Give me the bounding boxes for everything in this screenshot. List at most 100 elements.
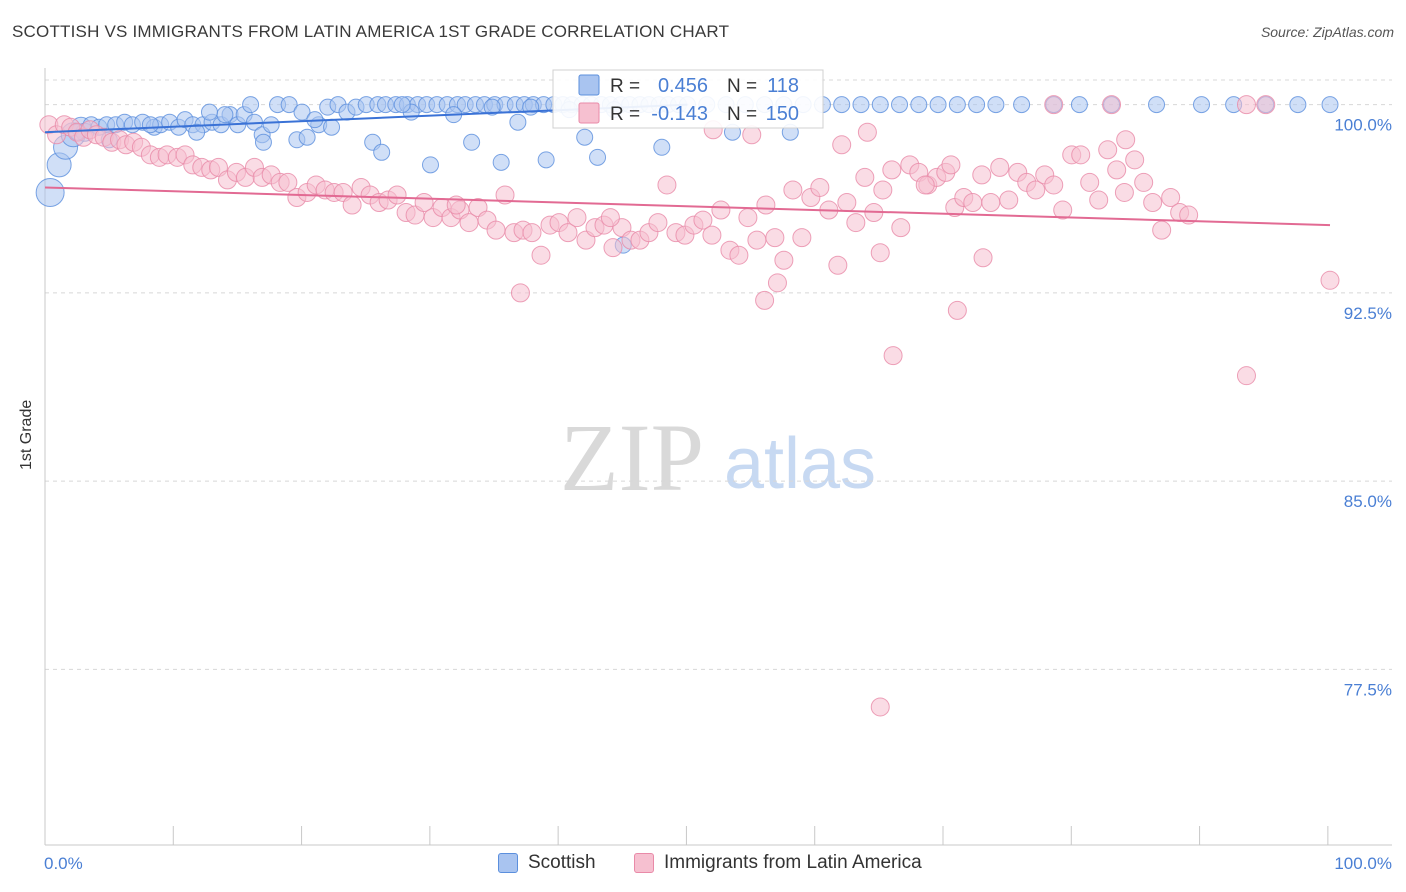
scottish-point bbox=[293, 103, 311, 121]
latin-america-point bbox=[1089, 190, 1109, 210]
latin-america-point bbox=[915, 175, 935, 195]
scottish-point bbox=[35, 177, 65, 207]
latin-america-point bbox=[747, 230, 767, 250]
latin-america-point bbox=[882, 160, 902, 180]
y-tick-label: 77.5% bbox=[1344, 680, 1392, 699]
scottish-point bbox=[422, 156, 439, 174]
latin-america-point bbox=[1044, 95, 1064, 115]
latin-america-point bbox=[1080, 172, 1100, 192]
y-tick-label: 100.0% bbox=[1334, 116, 1392, 135]
latin-america-trend-line bbox=[44, 186, 1331, 227]
latin-america-point bbox=[774, 250, 794, 270]
latin-america-point bbox=[765, 228, 785, 248]
latin-america-point bbox=[870, 697, 890, 717]
latin-america-point bbox=[941, 155, 961, 175]
latin-america-point bbox=[1152, 220, 1172, 240]
latin-america-point bbox=[278, 172, 298, 192]
latin-america-point bbox=[1116, 130, 1136, 150]
latin-america-point bbox=[1236, 95, 1256, 115]
latin-america-point bbox=[342, 195, 362, 215]
latin-america-point bbox=[891, 218, 911, 238]
stats-n-label: N = bbox=[727, 76, 757, 97]
latin-america-point bbox=[495, 185, 515, 205]
latin-america-point bbox=[883, 346, 903, 366]
scottish-point bbox=[522, 98, 540, 116]
scottish-point bbox=[463, 133, 481, 151]
latin-america-point bbox=[1053, 200, 1073, 220]
latin-america-point bbox=[828, 255, 848, 275]
latin-america-point bbox=[729, 245, 749, 265]
latin-america-point bbox=[981, 193, 1001, 213]
legend-label-latin-america: Immigrants from Latin America bbox=[664, 852, 922, 873]
latin-america-point bbox=[531, 245, 551, 265]
scottish-point bbox=[254, 133, 272, 151]
scottish-point bbox=[393, 96, 411, 114]
latin-america-point bbox=[711, 200, 731, 220]
scottish-point bbox=[373, 143, 391, 161]
x-tick-label: 0.0% bbox=[44, 854, 83, 873]
latin-america-point bbox=[600, 208, 620, 228]
latin-america-point bbox=[832, 135, 852, 155]
latin-america-point bbox=[1107, 160, 1127, 180]
stats-n-value: 118 bbox=[767, 75, 799, 97]
latin-america-point bbox=[755, 290, 775, 310]
legend-label-scottish: Scottish bbox=[528, 852, 596, 873]
scottish-point bbox=[968, 96, 986, 114]
scottish-point bbox=[298, 128, 316, 146]
latin-america-point bbox=[1161, 187, 1181, 207]
latin-america-point bbox=[1114, 182, 1134, 202]
scottish-point bbox=[1148, 96, 1166, 114]
scottish-point bbox=[188, 123, 206, 141]
latin-america-point bbox=[738, 208, 758, 228]
latin-america-point bbox=[1026, 180, 1046, 200]
latin-america-point bbox=[963, 193, 983, 213]
latin-america-point bbox=[558, 223, 578, 243]
latin-america-point bbox=[648, 213, 668, 233]
latin-america-point bbox=[810, 177, 830, 197]
latin-america-point bbox=[387, 185, 407, 205]
scottish-point bbox=[987, 96, 1005, 114]
scottish-point bbox=[242, 96, 260, 114]
scottish-point bbox=[262, 116, 280, 134]
scottish-point bbox=[323, 118, 341, 136]
latin-america-point bbox=[510, 283, 530, 303]
legend-item-scottish[interactable]: Scottish bbox=[498, 852, 596, 874]
legend-item-latin-america[interactable]: Immigrants from Latin America bbox=[634, 852, 922, 874]
legend-swatch-pink bbox=[634, 853, 654, 873]
stats-swatch bbox=[578, 74, 600, 96]
scottish-point bbox=[852, 96, 870, 114]
latin-america-point bbox=[1179, 205, 1199, 225]
latin-america-point bbox=[973, 248, 993, 268]
chart-source: Source: ZipAtlas.com bbox=[1260, 24, 1394, 40]
stats-swatch bbox=[578, 102, 600, 124]
scottish-point bbox=[576, 128, 594, 146]
latin-america-point bbox=[756, 195, 776, 215]
legend-swatch-blue bbox=[498, 853, 518, 873]
latin-america-point bbox=[873, 180, 893, 200]
latin-america-point bbox=[702, 225, 722, 245]
scottish-point bbox=[216, 106, 234, 124]
stats-r-value: -0.143 bbox=[651, 103, 708, 125]
scottish-point bbox=[910, 96, 928, 114]
latin-america-point bbox=[846, 213, 866, 233]
latin-america-point bbox=[947, 300, 967, 320]
scottish-point bbox=[891, 96, 909, 114]
scottish-point bbox=[200, 103, 218, 121]
scottish-point bbox=[483, 98, 501, 116]
stats-r-label: R = bbox=[610, 104, 640, 125]
scottish-point bbox=[589, 148, 607, 166]
latin-america-point bbox=[1098, 140, 1118, 160]
latin-america-point bbox=[1071, 145, 1091, 165]
latin-america-point bbox=[857, 122, 877, 142]
scottish-point bbox=[280, 96, 298, 114]
scottish-point bbox=[1321, 96, 1339, 114]
scottish-point bbox=[1193, 96, 1210, 114]
latin-america-point bbox=[693, 210, 713, 230]
scottish-point bbox=[871, 96, 889, 114]
latin-america-point bbox=[657, 175, 677, 195]
latin-america-point bbox=[603, 238, 623, 258]
scottish-point bbox=[1070, 96, 1088, 114]
latin-america-point bbox=[870, 243, 890, 263]
stats-r-value: 0.456 bbox=[658, 75, 708, 97]
